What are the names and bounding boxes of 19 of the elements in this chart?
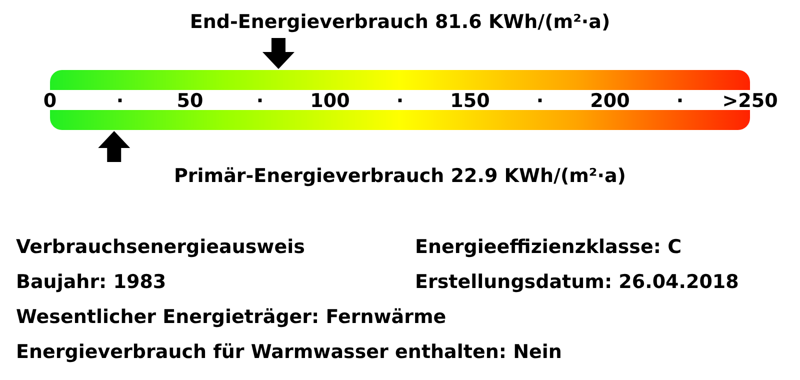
text: Baujahr: 1983 bbox=[16, 271, 166, 293]
x-tick-label: 200 bbox=[590, 90, 630, 112]
text: Wesentlicher Energieträger: Fernwärme bbox=[16, 306, 446, 328]
text: Energieverbrauch für Warmwasser enthalten: Nein bbox=[16, 341, 562, 363]
x-tick-label: 0 bbox=[43, 90, 57, 112]
x-tick-label: · bbox=[116, 90, 124, 112]
x-tick-label: · bbox=[536, 90, 544, 112]
x-tick-label: · bbox=[256, 90, 264, 112]
y-tick-label: End-Energieverbrauch 81.6 KWh/(m²·a) bbox=[190, 11, 610, 33]
annotation: Energieeffizienzklasse: C bbox=[415, 236, 682, 258]
x-tick-label: · bbox=[396, 90, 404, 112]
x-tick-label: 50 bbox=[176, 90, 204, 112]
x-tick-label: >250 bbox=[722, 90, 778, 112]
annotation: Verbrauchsenergieausweis bbox=[16, 236, 305, 258]
x-tick-label: 100 bbox=[310, 90, 350, 112]
text: Erstellungsdatum: 26.04.2018 bbox=[415, 271, 739, 293]
x-tick-label: · bbox=[676, 90, 684, 112]
y-tick-label: Primär-Energieverbrauch 22.9 KWh/(m²·a) bbox=[174, 165, 626, 187]
x-tick-label: 150 bbox=[450, 90, 490, 112]
